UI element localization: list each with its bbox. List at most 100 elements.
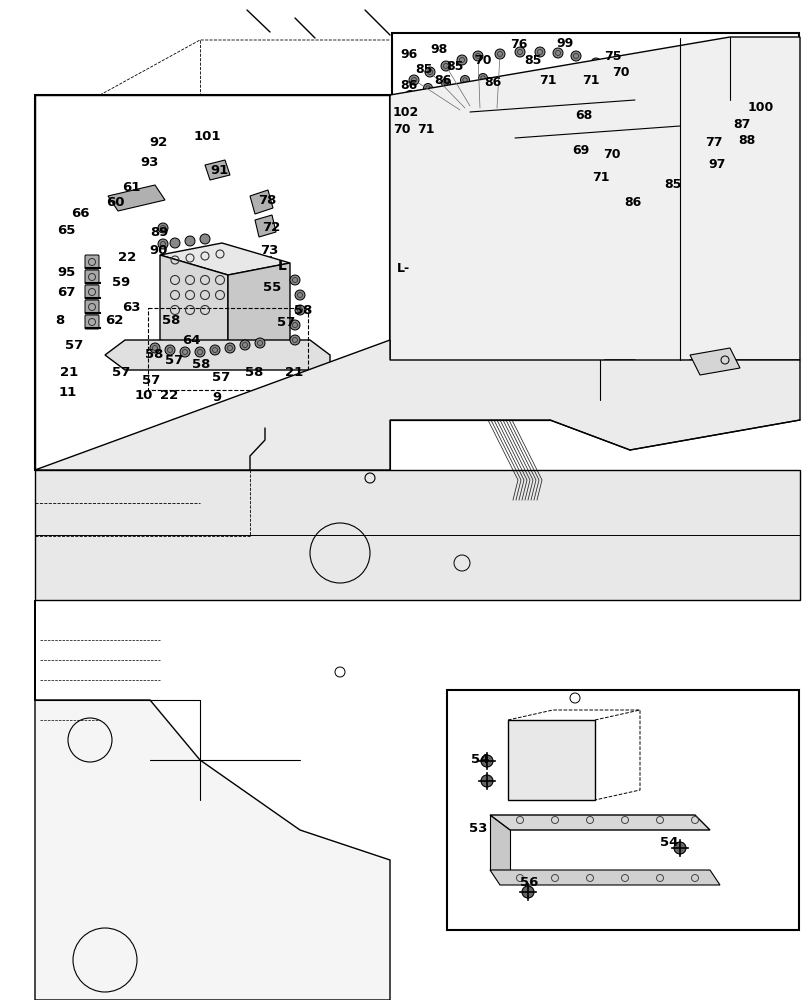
Text: 89: 89 <box>150 226 168 239</box>
Text: 72: 72 <box>262 221 280 234</box>
Text: 70: 70 <box>612 66 629 79</box>
Circle shape <box>406 91 415 100</box>
Polygon shape <box>515 126 680 225</box>
Circle shape <box>541 78 549 87</box>
Text: 67: 67 <box>57 286 75 299</box>
Circle shape <box>685 165 695 175</box>
Text: 54: 54 <box>660 836 679 849</box>
Text: 71: 71 <box>539 74 557 87</box>
Circle shape <box>441 79 451 88</box>
Text: 76: 76 <box>510 38 528 51</box>
Text: 56: 56 <box>520 876 538 889</box>
Polygon shape <box>35 600 390 1000</box>
Circle shape <box>725 133 735 143</box>
Circle shape <box>170 238 180 248</box>
Circle shape <box>535 47 545 57</box>
Polygon shape <box>160 255 228 358</box>
Text: 21: 21 <box>60 366 78 379</box>
Circle shape <box>427 121 437 131</box>
Polygon shape <box>490 815 710 830</box>
Circle shape <box>427 105 437 115</box>
Text: 75: 75 <box>604 50 621 63</box>
Text: 58: 58 <box>162 314 180 327</box>
Text: 22: 22 <box>160 389 179 402</box>
Polygon shape <box>228 263 290 358</box>
Polygon shape <box>105 340 330 370</box>
Text: 57: 57 <box>142 374 160 387</box>
FancyBboxPatch shape <box>85 300 99 314</box>
Text: 93: 93 <box>140 156 158 169</box>
Text: 65: 65 <box>57 224 75 237</box>
Text: 58: 58 <box>145 348 163 361</box>
Text: 95: 95 <box>57 266 75 279</box>
Circle shape <box>200 234 210 244</box>
Polygon shape <box>250 190 273 214</box>
Text: 69: 69 <box>572 144 589 157</box>
Text: 9: 9 <box>212 391 221 404</box>
Text: 77: 77 <box>705 136 722 149</box>
Text: 96: 96 <box>400 48 417 61</box>
Text: 57: 57 <box>65 339 83 352</box>
Text: 21: 21 <box>285 366 303 379</box>
Text: 59: 59 <box>112 276 130 289</box>
Circle shape <box>255 338 265 348</box>
Circle shape <box>591 58 601 68</box>
Circle shape <box>495 49 505 59</box>
Text: 58: 58 <box>245 366 263 379</box>
Text: 78: 78 <box>258 194 276 207</box>
Text: 70: 70 <box>393 123 410 136</box>
Circle shape <box>481 755 493 767</box>
Text: 71: 71 <box>582 74 600 87</box>
Polygon shape <box>390 37 800 400</box>
Text: 86: 86 <box>400 79 417 92</box>
Text: 11: 11 <box>59 386 78 399</box>
Polygon shape <box>470 112 515 225</box>
Circle shape <box>553 48 563 58</box>
Circle shape <box>441 61 451 71</box>
Polygon shape <box>266 256 276 266</box>
Circle shape <box>423 84 432 93</box>
Circle shape <box>290 335 300 345</box>
Circle shape <box>740 165 750 175</box>
Text: 99: 99 <box>556 37 573 50</box>
Text: 90: 90 <box>149 244 167 257</box>
Text: 86: 86 <box>434 74 451 87</box>
Text: 68: 68 <box>575 109 592 122</box>
Circle shape <box>158 239 168 249</box>
Text: 57: 57 <box>112 366 130 379</box>
Circle shape <box>165 345 175 355</box>
Text: 63: 63 <box>122 301 141 314</box>
Polygon shape <box>490 815 510 870</box>
Polygon shape <box>508 720 595 800</box>
FancyBboxPatch shape <box>85 315 99 329</box>
Text: 70: 70 <box>474 54 491 67</box>
Text: 10: 10 <box>135 389 154 402</box>
Text: 85: 85 <box>446 60 463 73</box>
Polygon shape <box>35 340 800 470</box>
Circle shape <box>473 51 483 61</box>
Circle shape <box>516 74 524 83</box>
Text: 73: 73 <box>260 244 279 257</box>
Polygon shape <box>470 100 680 138</box>
Text: 60: 60 <box>106 196 124 209</box>
Circle shape <box>680 130 690 140</box>
Circle shape <box>180 347 190 357</box>
Circle shape <box>295 305 305 315</box>
Text: 87: 87 <box>733 118 751 131</box>
FancyBboxPatch shape <box>85 285 99 299</box>
Text: 86: 86 <box>484 76 501 89</box>
Text: 66: 66 <box>71 207 90 220</box>
Text: 85: 85 <box>415 63 432 76</box>
Bar <box>35 95 390 470</box>
Text: 61: 61 <box>122 181 141 194</box>
Text: 62: 62 <box>105 314 124 327</box>
Circle shape <box>705 140 715 150</box>
Circle shape <box>563 86 573 95</box>
Polygon shape <box>690 348 740 375</box>
Circle shape <box>409 75 419 85</box>
Bar <box>447 690 799 930</box>
Text: 97: 97 <box>708 158 726 171</box>
Circle shape <box>522 886 534 898</box>
Circle shape <box>185 236 195 246</box>
Polygon shape <box>160 243 290 275</box>
